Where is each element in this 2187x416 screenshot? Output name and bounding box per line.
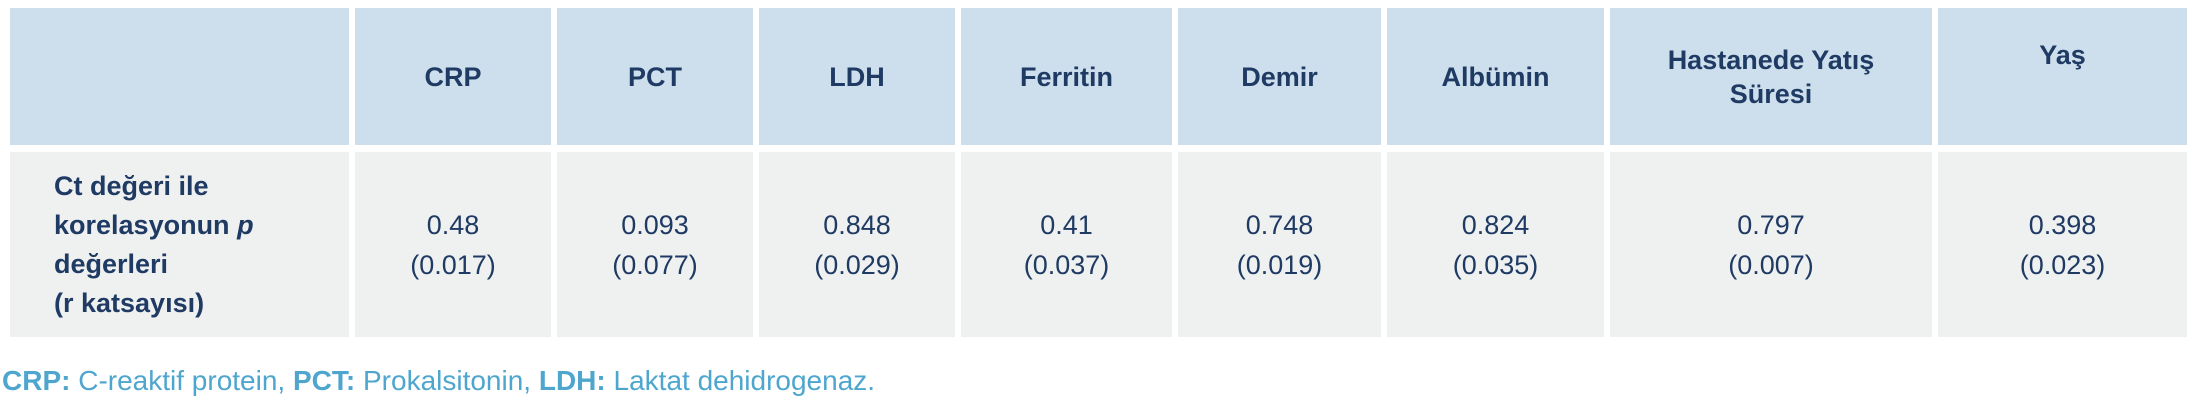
p-value: 0.41 xyxy=(1040,209,1093,240)
table-data-row: Ct değeri ile korelasyonun p değerleri (… xyxy=(10,152,2187,337)
p-value: 0.848 xyxy=(823,209,891,240)
value-cell-demir: 0.748 (0.019) xyxy=(1178,152,1381,337)
header-cell-yas: Yaş xyxy=(1938,8,2187,145)
row-label-text: Ct değeri ile korelasyonun p değerleri (… xyxy=(54,170,254,318)
r-coefficient: (0.029) xyxy=(814,249,900,280)
crp-abbr: CRP: xyxy=(2,365,71,396)
r-coefficient: (0.035) xyxy=(1452,249,1539,280)
value-cell-pct: 0.093 (0.077) xyxy=(557,152,753,337)
pct-abbr: PCT: xyxy=(292,365,356,396)
r-coefficient: (0.017) xyxy=(410,249,496,280)
value-cell-ldh: 0.848 (0.029) xyxy=(759,152,955,337)
header-cell-demir: Demir xyxy=(1178,8,1381,145)
p-value: 0.797 xyxy=(1737,209,1805,240)
row-label-cell: Ct değeri ile korelasyonun p değerleri (… xyxy=(10,152,349,337)
value-cell-ferritin: 0.41 (0.037) xyxy=(961,152,1172,337)
value-cell-yas: 0.398 (0.023) xyxy=(1938,152,2187,337)
header-cell-albumin: Albümin xyxy=(1387,8,1604,145)
p-value: 0.48 xyxy=(426,209,480,240)
pct-definition: Prokalsitonin, xyxy=(355,365,539,396)
r-coefficient: (0.023) xyxy=(2019,249,2106,280)
header-cell-ldh: LDH xyxy=(759,8,955,145)
p-value: 0.398 xyxy=(2028,209,2097,240)
header-cell-empty xyxy=(10,8,349,145)
p-value: 0.824 xyxy=(1461,209,1530,240)
abbreviation-footnote: CRP: C-reaktif protein, PCT: Prokalsiton… xyxy=(2,362,875,400)
value-cell-crp: 0.48 (0.017) xyxy=(355,152,551,337)
correlation-table: CRP PCT LDH Ferritin Demir Albümin Hasta… xyxy=(10,8,2187,337)
r-coefficient: (0.007) xyxy=(1728,249,1814,280)
ldh-abbr: LDH: xyxy=(538,365,606,396)
r-coefficient: (0.019) xyxy=(1236,249,1323,280)
header-cell-ferritin: Ferritin xyxy=(961,8,1172,145)
p-symbol: p xyxy=(237,209,254,240)
header-cell-hastanede-yatis-suresi: Hastanede Yatış Süresi xyxy=(1610,8,1932,145)
header-cell-pct: PCT xyxy=(557,8,753,145)
r-coefficient: (0.037) xyxy=(1023,249,1110,280)
value-cell-albumin: 0.824 (0.035) xyxy=(1387,152,1604,337)
p-value: 0.748 xyxy=(1245,209,1314,240)
r-coefficient: (0.077) xyxy=(612,249,698,280)
p-value: 0.093 xyxy=(621,209,689,240)
value-cell-hastanede-yatis-suresi: 0.797 (0.007) xyxy=(1610,152,1932,337)
table-header-row: CRP PCT LDH Ferritin Demir Albümin Hasta… xyxy=(10,8,2187,145)
header-cell-crp: CRP xyxy=(355,8,551,145)
ldh-definition: Laktat dehidrogenaz. xyxy=(605,365,876,396)
crp-definition: C-reaktif protein, xyxy=(70,365,293,396)
